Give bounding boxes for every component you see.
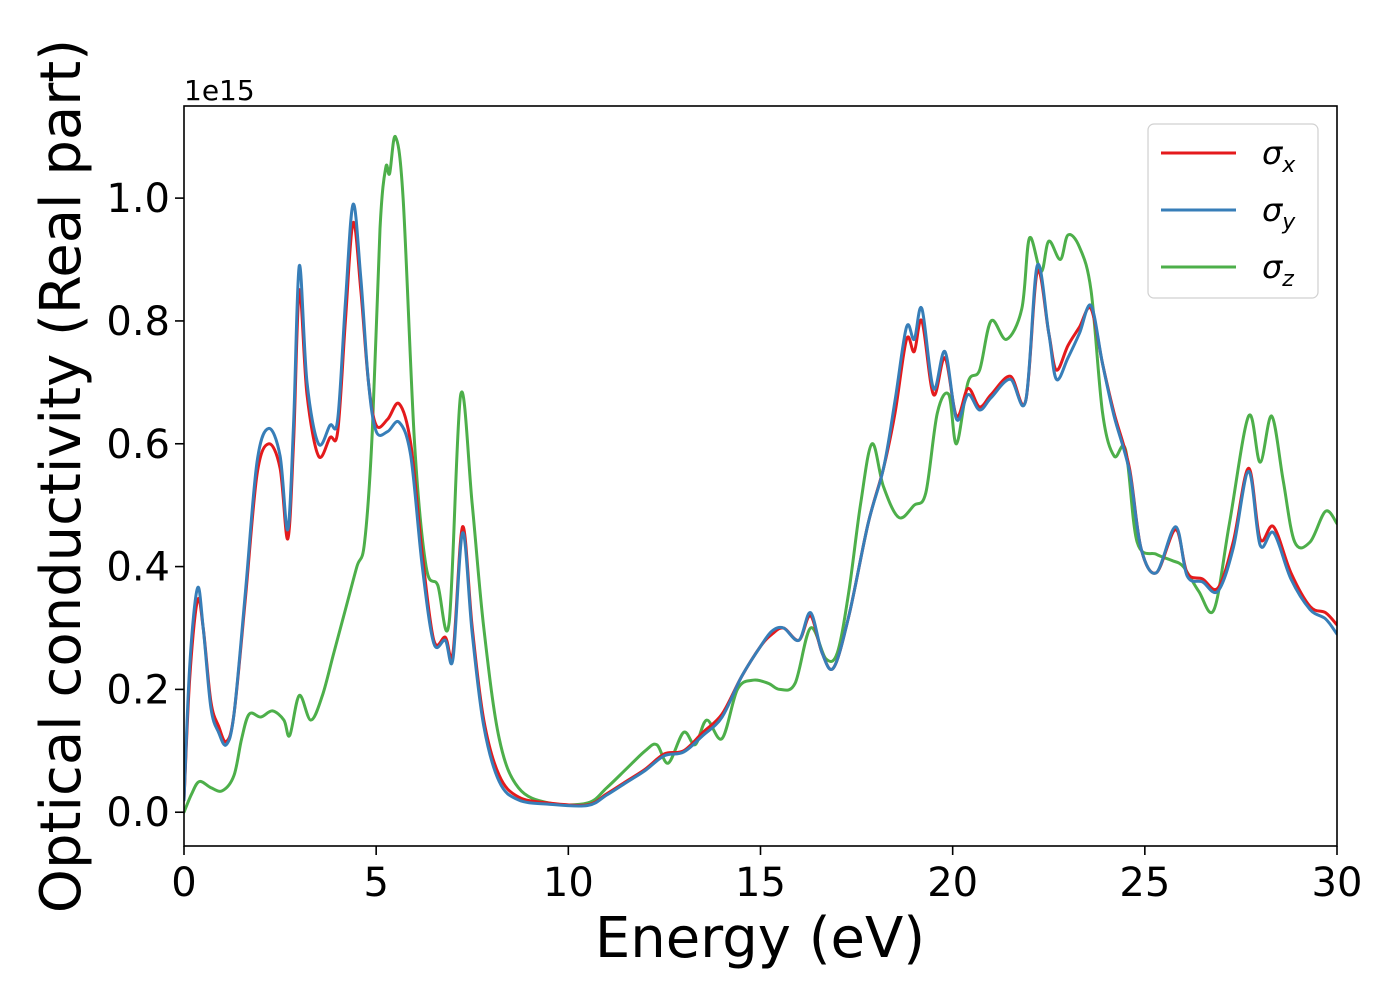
x-tick-label: 10 (543, 860, 594, 906)
legend-label-sigma-z: σz (1262, 248, 1294, 292)
x-tick-label: 0 (171, 860, 196, 906)
x-tick-label: 30 (1312, 860, 1363, 906)
legend-subscript: x (1281, 153, 1296, 178)
legend-label-sigma-x: σx (1262, 134, 1296, 178)
x-tick-label: 20 (927, 860, 978, 906)
y-tick-label: 0.6 (106, 422, 170, 468)
legend-symbol: σ (1262, 191, 1284, 229)
legend-symbol: σ (1262, 248, 1284, 286)
x-tick-label: 15 (735, 860, 786, 906)
y-tick-label: 0.2 (106, 667, 170, 713)
y-tick-label: 0.0 (106, 790, 170, 836)
x-axis: 0 5 10 15 20 25 30 (171, 846, 1362, 906)
y-tick-label: 0.8 (106, 299, 170, 345)
y-offset-label: 1e15 (184, 74, 255, 107)
x-tick-label: 25 (1119, 860, 1170, 906)
y-tick-label: 1.0 (106, 176, 170, 222)
series-line-sigma-y (184, 202, 1337, 808)
x-axis-label: Energy (eV) (595, 906, 925, 971)
legend-subscript: z (1281, 267, 1294, 292)
series-line-sigma-z (184, 135, 1337, 814)
legend-label-sigma-y: σy (1262, 191, 1296, 235)
y-axis-label: Optical conductivity (Real part) (29, 39, 94, 913)
legend-subscript: y (1281, 210, 1296, 235)
y-axis: 0.0 0.2 0.4 0.6 0.8 1.0 (106, 176, 184, 836)
x-tick-label: 5 (363, 860, 388, 906)
legend-symbol: σ (1262, 134, 1284, 172)
series-layer (184, 135, 1337, 814)
y-tick-label: 0.4 (106, 545, 170, 591)
